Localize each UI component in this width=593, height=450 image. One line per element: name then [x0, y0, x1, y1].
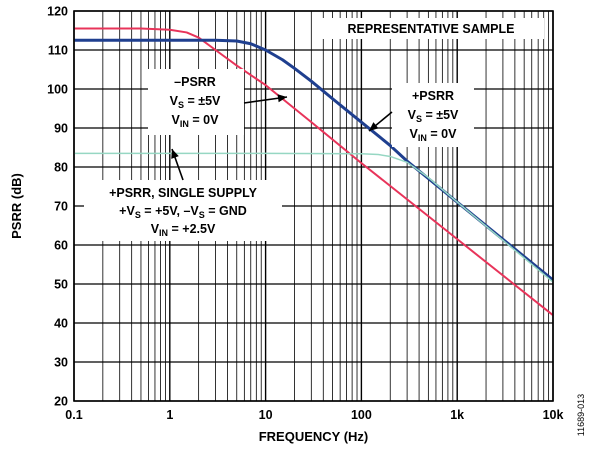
- y-tick-label: 70: [54, 200, 68, 214]
- annotation-single-line: +PSRR, SINGLE SUPPLY: [109, 186, 258, 200]
- annotation-neg-line: VIN = 0V: [172, 113, 220, 129]
- y-tick-label: 90: [54, 122, 68, 136]
- annotation-pos-line: VS = ±5V: [408, 108, 459, 124]
- y-tick-label: 100: [47, 83, 68, 97]
- annotation-sample-line: REPRESENTATIVE SAMPLE: [348, 22, 515, 36]
- y-tick-label: 20: [54, 395, 68, 409]
- annotation-arrows: [171, 94, 393, 181]
- y-tick-label: 80: [54, 161, 68, 175]
- x-tick-label: 100: [351, 408, 372, 422]
- y-axis-label: PSRR (dB): [9, 173, 24, 239]
- y-tick-label: 60: [54, 239, 68, 253]
- plot-border: [73, 10, 554, 402]
- figure-id: 11689-013: [576, 394, 586, 436]
- x-tick-label: 1: [166, 408, 173, 422]
- y-tick-label: 110: [48, 44, 68, 58]
- annotation-box-single: [84, 180, 282, 241]
- annotation-arrow-neg: [243, 94, 288, 104]
- x-tick-label: 1k: [450, 408, 464, 422]
- x-tick-label: 10: [259, 408, 273, 422]
- annotation-arrow-pos: [368, 111, 393, 132]
- series-line-pos-psrr: [74, 38, 554, 282]
- annotation-single-line: +VS = +5V, –VS = GND: [119, 204, 247, 220]
- annotation-pos-line: VIN = 0V: [410, 127, 458, 143]
- annotation-box-sample: [322, 18, 544, 39]
- x-tick-label: 10k: [543, 408, 564, 422]
- y-tick-label: 30: [54, 356, 68, 370]
- x-axis-label: FREQUENCY (Hz): [259, 429, 369, 444]
- annotation-single-line: VIN = +2.5V: [151, 222, 216, 238]
- y-tick-label: 40: [54, 317, 68, 331]
- annotation-backgrounds: [84, 18, 544, 241]
- series-line-neg-psrr: [74, 27, 554, 316]
- annotations: –PSRR VS = ±5V VIN = 0V +PSRR VS = ±5V VIN = …: [109, 22, 514, 238]
- data-series: [74, 27, 554, 316]
- annotation-arrow-single: [171, 148, 184, 181]
- x-tick-label: 0.1: [65, 408, 82, 422]
- series-line-pos-psrr-single-supply: [74, 152, 554, 283]
- annotation-neg-line: –PSRR: [174, 75, 216, 89]
- y-tick-label: 50: [54, 278, 68, 292]
- annotation-pos-line: +PSRR: [412, 89, 454, 103]
- annotation-box-pos: [392, 83, 474, 147]
- y-tick-label: 120: [47, 5, 68, 19]
- annotation-box-neg: [148, 69, 244, 135]
- annotation-neg-line: VS = ±5V: [170, 94, 221, 110]
